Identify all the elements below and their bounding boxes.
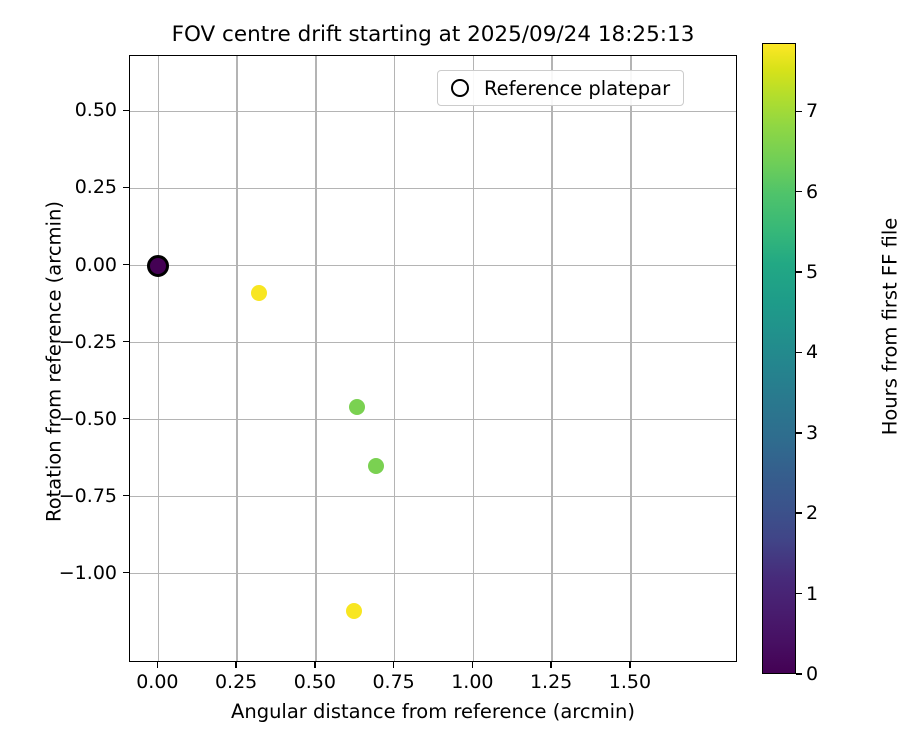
legend: Reference platepar: [437, 70, 685, 106]
x-tick-mark: [392, 662, 395, 668]
x-tick-mark: [471, 662, 474, 668]
colorbar-gradient: [762, 43, 796, 674]
colorbar-tick-label: 2: [806, 502, 819, 525]
colorbar-tick-label: 7: [806, 100, 819, 123]
colorbar-tick-mark: [796, 190, 802, 193]
y-tick-mark: [123, 263, 129, 266]
datapoint: [345, 602, 362, 619]
y-tick-mark: [123, 494, 129, 497]
gridline-horizontal: [130, 187, 736, 190]
x-tick-label: 0.50: [293, 671, 337, 693]
colorbar-tick-mark: [796, 673, 802, 675]
colorbar-tick-mark: [796, 110, 802, 113]
legend-marker-reference-platepar-icon: [451, 79, 469, 97]
datapoint: [348, 399, 365, 416]
x-tick-label: 1.00: [451, 671, 494, 693]
colorbar-tick-label: 3: [806, 421, 819, 444]
colorbar: 0 1 2 3 4 5 6 7: [762, 43, 818, 684]
plot-axes-area: [129, 55, 737, 662]
gridline-vertical: [472, 56, 475, 661]
x-tick-label: 1.50: [608, 671, 652, 693]
colorbar-tick-label: 0: [806, 663, 819, 685]
colorbar-tick-mark: [796, 512, 802, 514]
colorbar-tick-label: 4: [806, 341, 819, 364]
gridline-vertical: [315, 56, 317, 661]
colorbar-tick-mark: [796, 271, 802, 273]
x-tick-label: 0.25: [214, 671, 258, 693]
colorbar-tick-mark: [796, 432, 802, 434]
x-tick-mark: [550, 662, 552, 668]
datapoint: [367, 457, 384, 474]
x-tick-mark: [314, 662, 316, 668]
gridline-vertical: [157, 56, 160, 661]
chart-title: FOV centre drift starting at 2025/09/24 …: [171, 22, 695, 47]
colorbar-tick-label: 6: [806, 180, 819, 203]
y-tick-mark: [123, 340, 129, 343]
gridline-horizontal: [130, 110, 736, 113]
y-tick-label: −0.25: [58, 330, 117, 353]
gridline-horizontal: [130, 495, 736, 498]
y-tick-label: −0.75: [58, 484, 117, 507]
gridline-horizontal: [130, 418, 736, 421]
y-tick-label: −0.50: [58, 407, 117, 430]
colorbar-tick-mark: [796, 351, 802, 354]
gridline-vertical: [630, 56, 632, 661]
y-tick-mark: [123, 109, 129, 112]
colorbar-label: Hours from first FF file: [878, 217, 900, 436]
datapoint-reference-platepar: [147, 254, 170, 277]
y-tick-label: 0.50: [74, 99, 117, 122]
gridline-vertical: [551, 56, 553, 661]
gridline-horizontal: [130, 572, 736, 575]
colorbar-tick-label: 5: [806, 261, 819, 284]
gridline-horizontal: [130, 264, 736, 267]
gridline-vertical: [393, 56, 396, 661]
y-tick-mark: [123, 571, 129, 574]
x-tick-mark: [235, 662, 237, 668]
gridline-horizontal: [130, 341, 736, 344]
x-tick-mark: [156, 662, 159, 668]
gridline-vertical: [236, 56, 238, 661]
x-tick-mark: [629, 662, 631, 668]
y-tick-label: −1.00: [58, 561, 117, 584]
y-tick-label: 0.25: [74, 176, 117, 199]
x-tick-label: 1.25: [529, 671, 573, 693]
y-tick-label: 0.00: [74, 253, 117, 276]
y-tick-mark: [123, 186, 129, 189]
colorbar-tick-mark: [796, 592, 802, 595]
x-tick-label: 0.00: [136, 671, 179, 693]
x-tick-label: 0.75: [372, 671, 415, 693]
colorbar-tick-label: 1: [806, 582, 819, 605]
datapoint: [251, 285, 268, 302]
legend-label: Reference platepar: [484, 76, 671, 100]
y-tick-mark: [123, 417, 129, 420]
x-axis-label: Angular distance from reference (arcmin): [231, 700, 635, 723]
